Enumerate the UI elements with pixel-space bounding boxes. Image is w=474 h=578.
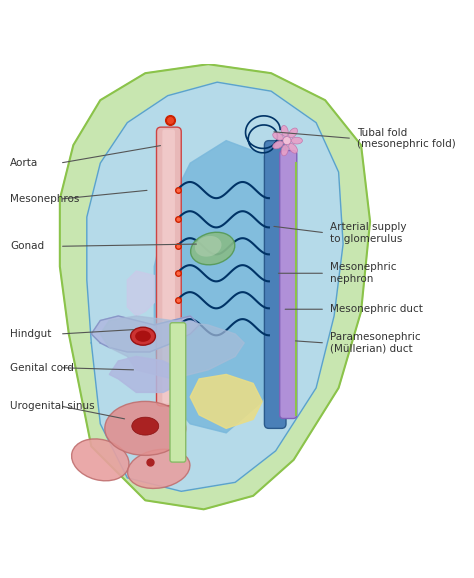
Text: Tubal fold
(mesonephric fold): Tubal fold (mesonephric fold) xyxy=(356,128,456,149)
FancyBboxPatch shape xyxy=(264,140,286,428)
FancyBboxPatch shape xyxy=(163,129,175,403)
Polygon shape xyxy=(60,64,370,509)
Polygon shape xyxy=(128,271,154,316)
Text: Arterial supply
to glomerulus: Arterial supply to glomerulus xyxy=(329,222,406,243)
Ellipse shape xyxy=(291,137,302,144)
FancyBboxPatch shape xyxy=(156,127,181,406)
Ellipse shape xyxy=(132,417,159,435)
Ellipse shape xyxy=(281,144,288,156)
Ellipse shape xyxy=(131,327,155,345)
Ellipse shape xyxy=(128,449,190,488)
Text: Gonad: Gonad xyxy=(10,241,45,251)
Ellipse shape xyxy=(289,143,298,153)
Ellipse shape xyxy=(191,232,235,265)
Text: Urogenital sinus: Urogenital sinus xyxy=(10,401,95,411)
Ellipse shape xyxy=(72,439,129,481)
Polygon shape xyxy=(100,316,244,379)
Ellipse shape xyxy=(273,141,283,149)
Text: Hindgut: Hindgut xyxy=(10,329,52,339)
Ellipse shape xyxy=(195,236,221,257)
Polygon shape xyxy=(190,375,262,428)
Text: Mesonephros: Mesonephros xyxy=(10,194,80,204)
Ellipse shape xyxy=(273,132,283,140)
Ellipse shape xyxy=(105,401,186,455)
Polygon shape xyxy=(109,357,181,392)
Ellipse shape xyxy=(281,125,288,136)
Text: Paramesonephric
(Müllerian) duct: Paramesonephric (Müllerian) duct xyxy=(329,332,420,354)
Polygon shape xyxy=(91,316,199,352)
Ellipse shape xyxy=(289,128,298,138)
FancyBboxPatch shape xyxy=(280,150,297,418)
Text: Aorta: Aorta xyxy=(10,158,39,168)
Text: Mesonephric
nephron: Mesonephric nephron xyxy=(329,262,396,284)
FancyBboxPatch shape xyxy=(170,323,186,462)
Text: Genital cord: Genital cord xyxy=(10,362,74,373)
Polygon shape xyxy=(154,140,289,433)
Text: Mesonephric duct: Mesonephric duct xyxy=(329,304,422,314)
Ellipse shape xyxy=(283,136,291,144)
Polygon shape xyxy=(87,82,343,491)
Ellipse shape xyxy=(135,331,151,342)
